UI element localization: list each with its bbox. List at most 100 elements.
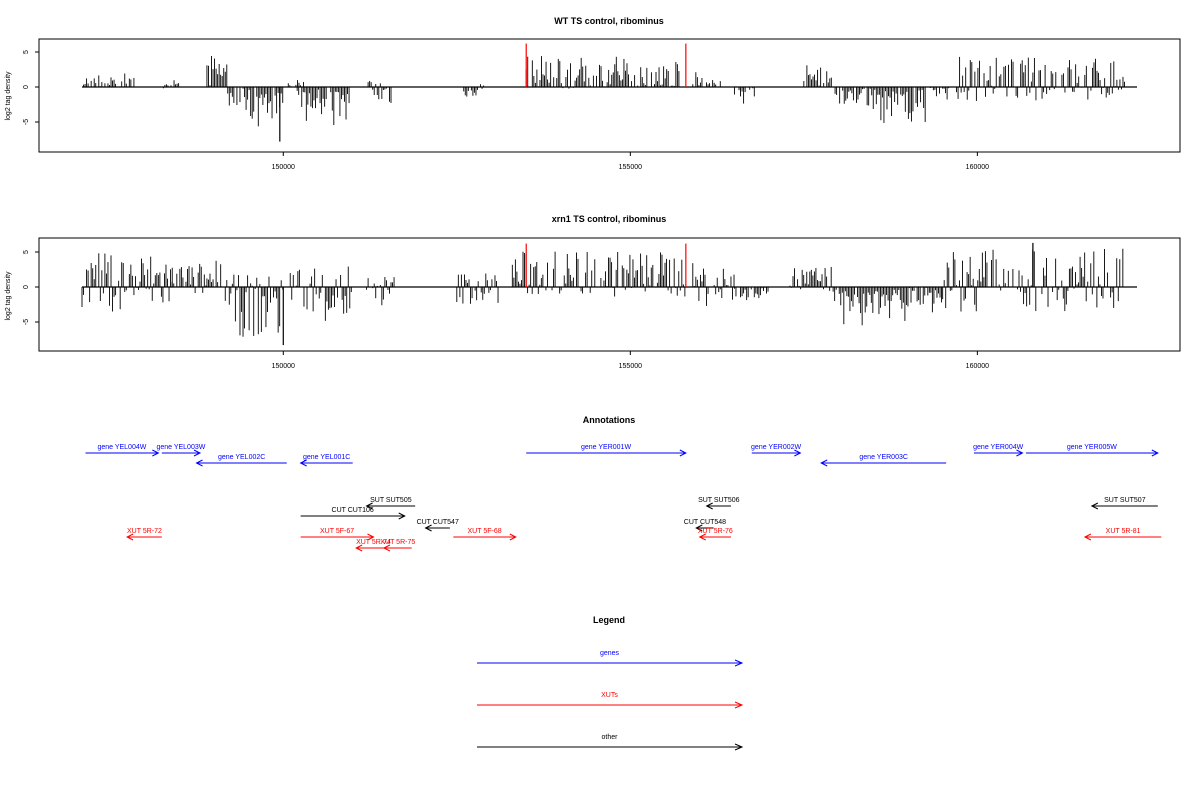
arrowhead-icon <box>1016 449 1024 457</box>
feature-label: XUT 5R-75 <box>380 539 415 546</box>
arrowhead-icon <box>698 533 706 541</box>
feature: gene YEL001C <box>299 454 353 467</box>
arrowhead-icon <box>398 512 406 520</box>
feature-label: gene YEL002C <box>218 454 265 461</box>
density-segment-7 <box>511 251 686 297</box>
arrowhead-icon <box>679 449 687 457</box>
arrowhead-icon <box>152 449 160 457</box>
density-segment-12 <box>942 248 1124 312</box>
feature-label: gene YEL004W <box>97 444 146 451</box>
feature-label: gene YER001W <box>581 444 631 451</box>
x-tick-label: 160000 <box>966 363 989 370</box>
feature: gene YEL002C <box>195 454 287 467</box>
density-segment-9 <box>733 287 769 301</box>
series-1 <box>525 43 687 87</box>
feature-label: CUT CUT548 <box>684 519 726 526</box>
feature-label: SUT SUT505 <box>370 497 412 504</box>
arrowhead-icon <box>1083 533 1092 541</box>
density-segment-2 <box>206 56 228 87</box>
y-tick-label: -5 <box>23 119 30 125</box>
feature-label: CUT CUT547 <box>417 519 459 526</box>
density-segment-0 <box>83 73 135 88</box>
density-segment-7 <box>463 84 485 97</box>
density-segment-9 <box>692 72 721 87</box>
arrowhead-icon <box>794 449 802 457</box>
feature-label: CUT CUT106 <box>332 507 374 514</box>
arrowhead-icon <box>1090 502 1099 510</box>
density-segment-3 <box>228 274 284 337</box>
feature-label: SUT SUT507 <box>1104 497 1146 504</box>
series-0 <box>81 242 1124 346</box>
density-segment-12 <box>834 87 926 123</box>
xrn1-axes: 150000 155000 160000 -5 0 5 <box>23 250 989 370</box>
arrowhead-icon <box>509 533 517 541</box>
feature-label: XUT 5F-68 <box>468 528 502 535</box>
x-tick-label: 155000 <box>619 363 642 370</box>
density-segment-8 <box>525 56 680 89</box>
feature: XUT 5R-75 <box>380 539 415 552</box>
density-segment-10 <box>733 86 755 104</box>
legend-item: XUTs <box>477 692 744 709</box>
density-segment-2 <box>206 260 228 301</box>
x-tick-label: 155000 <box>619 164 642 171</box>
feature: gene YER001W <box>526 444 687 457</box>
density-segment-10 <box>789 266 832 291</box>
legend: Legend genes XUTs other <box>477 615 744 751</box>
density-segment-3 <box>227 87 284 127</box>
feature-label: XUT 5R-81 <box>1106 528 1141 535</box>
y-tick-label: 0 <box>23 85 30 89</box>
legend-label: genes <box>600 650 620 657</box>
feature: XUT 5R-76 <box>698 528 733 541</box>
feature: CUT CUT547 <box>417 519 459 532</box>
xrn1-plot-frame <box>38 237 1181 352</box>
arrowhead-icon <box>734 701 744 709</box>
y-tick-label: 5 <box>23 250 30 254</box>
xrn1-density-plot: xrn1 TS control, ribominus 150000 155000 1… <box>5 214 1181 370</box>
arrowhead-icon <box>820 459 828 467</box>
density-segment-1 <box>171 263 207 294</box>
y-tick-label: -5 <box>23 319 30 325</box>
feature-label: gene YER003C <box>859 454 908 461</box>
arrowhead-icon <box>365 502 373 510</box>
density-segment-1 <box>162 80 180 89</box>
wt-plot-frame <box>38 38 1181 153</box>
legend-item: other <box>477 734 744 751</box>
annotations-track: Annotations gene YEL004W gene YEL003W gene… <box>85 415 1162 552</box>
feature: XUT 5F-68 <box>453 528 517 541</box>
feature: XUT 5R-72 <box>125 528 162 541</box>
feature: CUT CUT548 <box>684 519 726 532</box>
feature-label: XUT 5R-76 <box>698 528 733 535</box>
density-segment-6 <box>367 80 395 104</box>
legend-item: genes <box>477 650 744 667</box>
arrowhead-icon <box>367 533 375 541</box>
density-segment-4 <box>289 266 352 321</box>
density-segment-8 <box>692 263 735 306</box>
density-segment-11 <box>803 65 832 87</box>
density-segment-4 <box>287 80 304 87</box>
feature: gene YER002W <box>751 444 802 457</box>
annotations-title: Annotations <box>583 415 636 425</box>
feature-label: SUT SUT506 <box>698 497 740 504</box>
wt-density-plot: WT TS control, ribominus 150000 155000 160… <box>5 16 1181 171</box>
arrowhead-icon <box>1151 449 1159 457</box>
xrn1-bars <box>81 242 1137 346</box>
arrowhead-icon <box>382 544 391 552</box>
feature: gene YEL003W <box>156 444 206 457</box>
arrowhead-icon <box>355 544 363 552</box>
x-tick-label: 160000 <box>966 164 989 171</box>
density-segment-5 <box>296 87 350 126</box>
feature-label: gene YER005W <box>1067 444 1117 451</box>
density-segment-0 <box>81 253 173 312</box>
x-tick-label: 150000 <box>272 164 295 171</box>
density-segment-13 <box>928 87 950 100</box>
wt-plot-title: WT TS control, ribominus <box>554 16 664 26</box>
arrowhead-icon <box>695 524 703 532</box>
arrowhead-icon <box>299 459 307 467</box>
arrowhead-icon <box>424 524 432 532</box>
feature: gene YEL004W <box>85 444 160 457</box>
feature: gene YER004W <box>973 444 1024 457</box>
feature: SUT SUT506 <box>698 497 740 510</box>
density-segment-14 <box>956 56 1125 101</box>
feature-label: XUT 5R-74 <box>356 539 391 546</box>
feature: XUT 5R-81 <box>1083 528 1162 541</box>
